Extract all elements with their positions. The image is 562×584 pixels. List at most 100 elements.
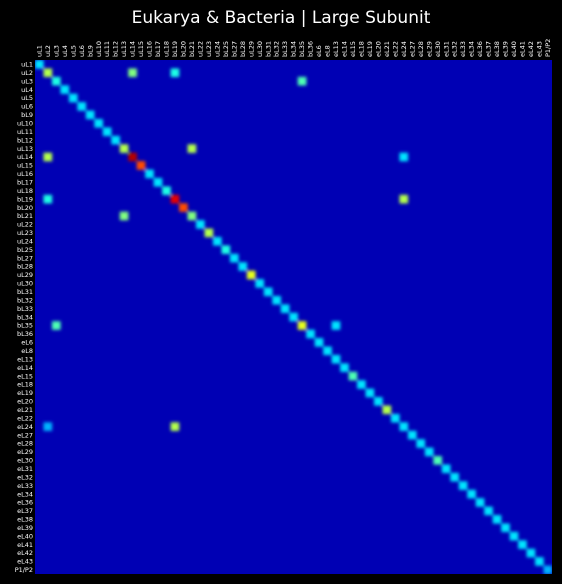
- heatmap-cell: [128, 68, 137, 78]
- y-tick-label: eL27: [17, 431, 33, 439]
- x-tick-label: eL36: [476, 41, 484, 57]
- heatmap-cell: [424, 447, 434, 457]
- x-tick-label: uL29: [247, 41, 255, 57]
- x-tick-label: eL39: [502, 41, 510, 57]
- heatmap-cell: [43, 152, 53, 162]
- y-tick-label: eL14: [17, 364, 33, 372]
- heatmap-cell: [204, 228, 214, 238]
- heatmap-cell: [255, 279, 265, 288]
- y-tick-label: bL33: [17, 305, 33, 313]
- y-tick-label: bL9: [21, 111, 33, 119]
- x-tick-label: bL28: [239, 41, 247, 57]
- x-tick-label: uL2: [44, 45, 52, 57]
- heatmap-cell: [314, 338, 324, 347]
- y-tick-label: uL10: [17, 119, 33, 127]
- x-tick-label: uL6: [78, 45, 86, 57]
- x-tick-label: uL3: [52, 45, 60, 57]
- y-tick-label: eL32: [17, 473, 33, 481]
- y-tick-label: eL41: [17, 541, 33, 549]
- x-tick-label: bL19: [171, 41, 179, 57]
- x-tick-label: uL22: [196, 41, 204, 57]
- chart-title: Eukarya & Bacteria | Large Subunit: [131, 8, 431, 28]
- heatmap-cell: [246, 270, 256, 280]
- y-tick-label: bL36: [17, 330, 33, 338]
- heatmap-cell: [416, 439, 426, 448]
- x-tick-label: uL4: [61, 45, 69, 57]
- x-tick-label: eL19: [366, 41, 374, 57]
- heatmap-cell: [68, 93, 78, 103]
- heatmap-cell: [467, 489, 476, 499]
- heatmap-cell: [374, 397, 383, 406]
- heatmap-cell: [60, 85, 70, 94]
- x-tick-label: eL31: [442, 41, 450, 57]
- heatmap-cell: [196, 220, 205, 229]
- heatmap-cell: [43, 68, 53, 78]
- heatmap-cell: [170, 68, 180, 78]
- x-tick-label: bL9: [86, 45, 94, 57]
- heatmap-cell: [102, 127, 112, 137]
- x-tick-label: bL32: [273, 41, 281, 57]
- y-tick-label: uL3: [21, 77, 33, 85]
- x-tick-label: bL27: [230, 41, 238, 57]
- heatmap-cell: [348, 371, 358, 381]
- x-tick-label: eL20: [374, 41, 382, 57]
- y-tick-label: bL25: [17, 246, 33, 254]
- heatmap-cell: [450, 472, 459, 482]
- y-tick-label: eL28: [17, 440, 33, 448]
- x-tick-label: uL23: [205, 41, 213, 57]
- x-tick-label: P1/P2: [544, 39, 552, 57]
- x-tick-label: bL31: [264, 41, 272, 57]
- y-tick-label: eL39: [17, 524, 33, 532]
- x-tick-label: eL34: [468, 41, 476, 57]
- x-tick-label: eL27: [408, 41, 416, 57]
- x-tick-label: bL33: [281, 41, 289, 57]
- y-tick-label: bL27: [17, 254, 33, 262]
- x-tick-label: uL1: [35, 45, 43, 57]
- heatmap-cell: [433, 456, 443, 465]
- heatmap-cell: [238, 262, 248, 271]
- heatmap-cell: [187, 144, 197, 153]
- x-tick-label: eL40: [510, 41, 518, 57]
- y-tick-label: eL38: [17, 516, 33, 524]
- heatmap-cell: [179, 203, 188, 212]
- heatmap-cell: [119, 144, 129, 153]
- heatmap-cell: [145, 169, 154, 179]
- x-tick-label: eL28: [417, 41, 425, 57]
- x-tick-label: uL13: [120, 41, 128, 57]
- heatmap-cell: [35, 60, 44, 69]
- heatmap-cell: [518, 540, 527, 549]
- heatmap-cell: [51, 76, 61, 86]
- heatmap-cell: [85, 110, 95, 120]
- y-tick-label: eL20: [17, 398, 33, 406]
- x-tick-label: uL16: [146, 41, 154, 57]
- y-tick-label: eL8: [21, 347, 33, 355]
- y-tick-label: eL43: [17, 558, 33, 566]
- heatmap-cell: [170, 422, 180, 431]
- x-tick-label: bL35: [298, 41, 306, 57]
- x-tick-label: eL6: [315, 45, 323, 57]
- y-tick-label: uL5: [21, 94, 33, 102]
- y-tick-label: uL13: [17, 145, 33, 153]
- x-tick-label: eL32: [451, 41, 459, 57]
- y-tick-label: eL24: [17, 423, 33, 431]
- x-tick-label: eL38: [493, 41, 501, 57]
- heatmap-cell: [382, 405, 392, 415]
- x-tick-label: eL33: [459, 41, 467, 57]
- heatmap-cell: [340, 363, 349, 372]
- y-tick-label: uL1: [21, 61, 33, 69]
- heatmap-cell: [399, 152, 409, 162]
- y-tick-label: uL16: [17, 170, 33, 178]
- heatmap-cell: [331, 321, 341, 330]
- x-tick-label: uL5: [69, 45, 77, 57]
- y-tick-label: bL28: [17, 263, 33, 271]
- y-tick-label: eL13: [17, 355, 33, 363]
- x-tick-label: eL43: [535, 41, 543, 57]
- y-tick-label: uL22: [17, 221, 33, 229]
- x-tick-label: uL11: [103, 41, 111, 57]
- y-tick-label: uL4: [21, 86, 33, 94]
- x-tick-label: eL30: [434, 41, 442, 57]
- x-tick-label: uL18: [163, 41, 171, 57]
- y-tick-label: bL12: [17, 136, 33, 144]
- x-tick-label: uL24: [213, 41, 221, 57]
